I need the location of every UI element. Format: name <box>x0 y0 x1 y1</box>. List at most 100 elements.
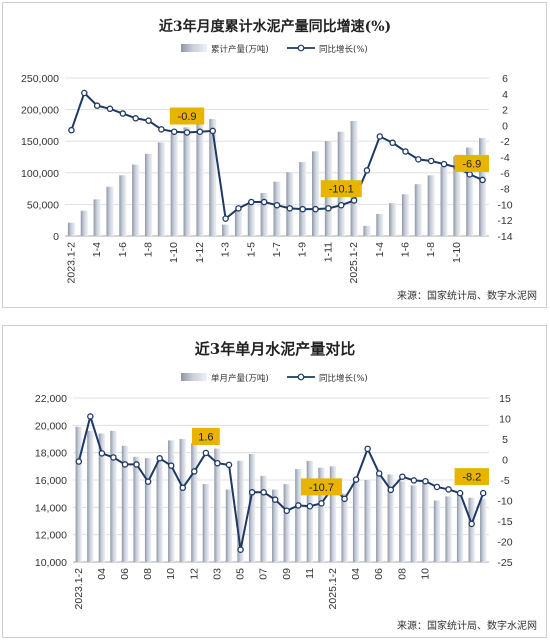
x-axis-tick-label: 1-6 <box>117 242 129 257</box>
x-axis-tick-label: 1-12 <box>194 242 206 263</box>
x-axis-tick-label: 06 <box>373 568 385 580</box>
growth-point <box>295 502 302 509</box>
right-axis-tick-label: -10 <box>497 199 512 211</box>
left-axis-tick-label: 10,000 <box>35 557 67 569</box>
x-axis-tick-label: 03 <box>211 568 223 580</box>
growth-point <box>93 102 101 109</box>
right-axis-tick-label: -10 <box>497 496 512 508</box>
right-axis-tick-label: -12 <box>497 215 512 227</box>
growth-point <box>312 205 319 213</box>
growth-point <box>248 198 255 206</box>
source-note: 来源：国家统计局、数字水泥网 <box>397 619 537 632</box>
growth-point <box>132 115 139 122</box>
bar <box>440 166 448 236</box>
growth-point <box>209 127 217 135</box>
callout-text: -10.1 <box>329 184 354 196</box>
left-axis-tick-label: 50,000 <box>27 199 59 211</box>
growth-point <box>158 126 165 133</box>
growth-point <box>260 198 268 206</box>
legend-line-label: 同比增长(%) <box>319 44 368 55</box>
growth-point <box>399 473 406 480</box>
cumulative-chart-svg: 近3年月度累计水泥产量同比增速(%) 累计产量(万吨) 同比增长(%) 0 50,… <box>21 18 537 302</box>
bar <box>234 209 242 236</box>
bar <box>168 440 175 562</box>
growth-point <box>145 117 152 124</box>
right-axis-tick-label: 5 <box>502 434 508 446</box>
right-axis-tick-label: -25 <box>497 557 512 569</box>
left-axis-tick-label: 0 <box>53 231 59 243</box>
growth-point <box>237 546 244 553</box>
bar <box>247 204 255 236</box>
left-axis-tick-label: 20,000 <box>35 420 67 432</box>
growth-point <box>133 461 140 468</box>
bar <box>387 474 394 562</box>
bar <box>299 162 307 236</box>
legend-bar-label: 单月产量(万吨) <box>211 373 269 384</box>
callout-label: -6.9 <box>454 154 489 172</box>
callout-label: -0.9 <box>169 107 205 125</box>
bar <box>283 484 290 562</box>
growth-point <box>479 489 487 497</box>
growth-point <box>410 477 418 484</box>
growth-point <box>87 413 94 420</box>
bar <box>214 448 221 562</box>
growth-point <box>235 205 242 212</box>
bar <box>445 496 452 562</box>
growth-point <box>144 478 152 485</box>
bar <box>468 497 475 562</box>
legend-line-label: 同比增长(%) <box>319 373 368 384</box>
growth-point <box>248 489 256 496</box>
legend-line-marker <box>297 44 305 52</box>
right-axis-tick-label: 15 <box>499 393 511 405</box>
growth-point <box>271 496 279 503</box>
x-axis-tick-label: 11 <box>304 568 316 579</box>
bar <box>191 443 198 562</box>
bar <box>479 138 487 236</box>
growth-point <box>222 215 229 222</box>
growth-point <box>110 454 117 461</box>
growth-point <box>415 156 422 163</box>
growth-point <box>225 461 233 469</box>
growth-point <box>341 495 348 503</box>
growth-point <box>352 476 360 483</box>
bar <box>352 480 360 562</box>
x-axis-tick-label: 2025.1-2 <box>327 568 339 610</box>
bar <box>209 119 217 236</box>
growth-point <box>375 470 383 477</box>
left-axis-tick-label: 16,000 <box>35 475 67 487</box>
growth-point <box>427 157 435 165</box>
bar <box>98 433 106 562</box>
growth-point <box>337 201 345 209</box>
bar <box>401 194 410 236</box>
bar <box>225 489 233 562</box>
growth-point <box>422 477 429 485</box>
x-axis-tick-label: 08 <box>142 568 154 580</box>
bar <box>132 164 140 236</box>
right-axis-tick-label: 6 <box>502 73 508 85</box>
growth-point <box>318 500 325 507</box>
callout-label: -10.1 <box>320 180 362 198</box>
bar <box>157 142 165 236</box>
bar <box>144 153 153 236</box>
legend-bar-swatch <box>181 44 207 52</box>
growth-point <box>433 483 441 491</box>
left-axis-tick-label: 100,000 <box>21 168 59 180</box>
callout-box <box>454 468 489 486</box>
bar <box>466 147 474 236</box>
bar <box>133 456 140 562</box>
growth-point <box>466 171 473 178</box>
legend-bar-label: 累计产量(万吨) <box>211 44 269 55</box>
bar <box>272 489 279 562</box>
callout-box <box>169 107 205 125</box>
growth-point <box>376 133 384 140</box>
x-axis-tick-label: 09 <box>281 568 293 580</box>
right-axis-tick-label: 2 <box>502 105 508 117</box>
bar <box>414 184 422 236</box>
x-axis-tick-label: 2025.1-2 <box>348 242 360 284</box>
bar <box>260 475 267 562</box>
x-axis-tick-label: 10 <box>165 568 177 580</box>
right-axis-tick-label: -15 <box>497 516 512 528</box>
growth-point <box>75 458 83 465</box>
growth-point <box>121 461 129 468</box>
growth-point <box>387 486 395 494</box>
